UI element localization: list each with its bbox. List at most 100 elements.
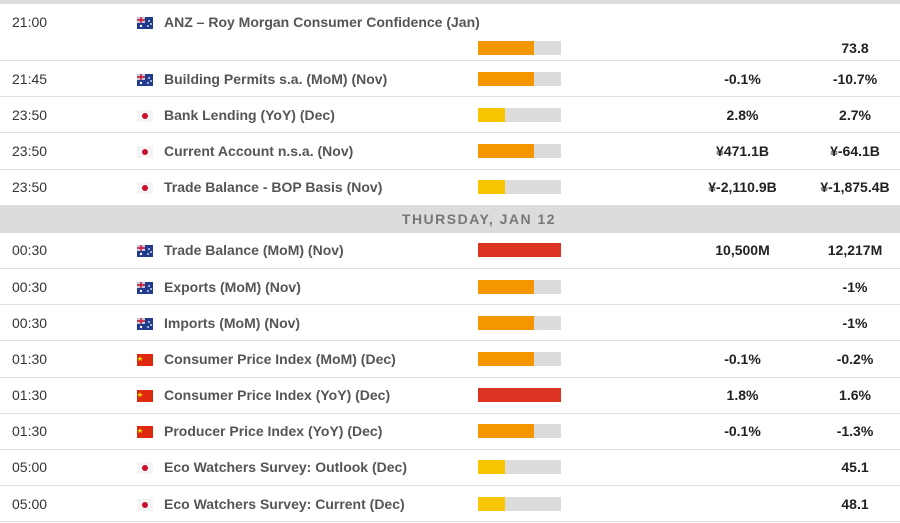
impact-bar-fill xyxy=(478,41,534,55)
event-row[interactable]: 23:50 Bank Lending (YoY) (Dec) 2.8% 2.7% xyxy=(0,97,900,134)
previous-value: -0.2% xyxy=(836,350,874,367)
impact-bar-fill xyxy=(478,388,561,403)
australia-flag-icon xyxy=(137,244,153,258)
day-header-label: THURSDAY, JAN 12 xyxy=(401,210,557,227)
australia-flag-icon xyxy=(137,317,153,330)
event-time: 01:30 xyxy=(12,387,48,404)
event-time: 23:50 xyxy=(12,142,48,159)
previous-value: 1.6% xyxy=(839,387,871,404)
previous-value: 45.1 xyxy=(841,459,869,476)
event-name[interactable]: Current Account n.s.a. (Nov) xyxy=(164,142,354,159)
japan-flag-icon xyxy=(137,181,153,195)
event-row[interactable]: 05:00 Eco Watchers Survey: Outlook (Dec) 4… xyxy=(0,450,900,487)
actual-value: 10,500M xyxy=(715,242,770,259)
event-row[interactable]: 00:30 Imports (MoM) (Nov) -1% xyxy=(0,305,900,342)
impact-bar-fill xyxy=(478,424,534,439)
previous-value: 48.1 xyxy=(841,495,869,512)
impact-bar xyxy=(478,460,561,475)
event-name[interactable]: Trade Balance (MoM) (Nov) xyxy=(164,242,344,259)
impact-bar-fill xyxy=(478,71,534,86)
impact-bar xyxy=(478,315,561,330)
japan-flag-icon xyxy=(137,498,153,511)
event-name[interactable]: Exports (MoM) (Nov) xyxy=(164,278,301,295)
impact-bar xyxy=(478,143,561,158)
previous-value: 12,217M xyxy=(827,242,883,259)
event-row[interactable]: 01:30 Consumer Price Index (YoY) (Dec) 1.8… xyxy=(0,378,900,414)
impact-bar xyxy=(478,71,561,86)
japan-flag-icon xyxy=(137,461,153,475)
event-row[interactable]: 23:50 Trade Balance - BOP Basis (Nov) ¥-2,… xyxy=(0,170,900,206)
event-name[interactable]: Consumer Price Index (YoY) (Dec) xyxy=(164,387,391,404)
event-name[interactable]: Producer Price Index (YoY) (Dec) xyxy=(164,423,383,440)
event-row[interactable]: 21:45 Building Permits s.a. (MoM) (Nov) -0… xyxy=(0,61,900,98)
impact-bar xyxy=(478,388,561,403)
previous-value: ¥-1,875.4B xyxy=(820,179,890,196)
previous-value: -1.3% xyxy=(836,423,874,440)
event-row[interactable]: 01:30 Producer Price Index (YoY) (Dec) -0.… xyxy=(0,414,900,450)
china-flag-icon xyxy=(137,353,153,366)
event-row[interactable]: 05:00 Eco Watchers Survey: Current (Dec) 4… xyxy=(0,486,900,523)
impact-bar xyxy=(478,243,561,258)
australia-flag-icon xyxy=(137,16,153,29)
china-flag-icon xyxy=(137,389,153,403)
actual-value: 1.8% xyxy=(726,387,759,404)
event-time: 05:00 xyxy=(12,495,48,512)
event-name[interactable]: Consumer Price Index (MoM) (Dec) xyxy=(164,350,396,367)
actual-value: ¥-2,110.9B xyxy=(708,179,777,196)
previous-value: -1% xyxy=(842,278,868,295)
impact-bar-fill xyxy=(478,107,506,122)
event-name[interactable]: Building Permits s.a. (MoM) (Nov) xyxy=(164,70,388,87)
event-name[interactable]: Imports (MoM) (Nov) xyxy=(164,314,301,331)
japan-flag-icon xyxy=(137,109,153,122)
event-name[interactable]: Eco Watchers Survey: Outlook (Dec) xyxy=(164,459,407,476)
previous-value: 73.8 xyxy=(841,40,869,56)
actual-value: -0.1% xyxy=(724,70,761,87)
japan-flag-icon xyxy=(137,145,153,158)
impact-bar-fill xyxy=(478,496,506,511)
event-time: 00:30 xyxy=(12,278,48,295)
impact-bar-fill xyxy=(478,460,506,475)
impact-bar xyxy=(478,424,561,439)
previous-value: -10.7% xyxy=(832,70,878,87)
impact-bar xyxy=(478,351,561,366)
event-time: 00:30 xyxy=(12,314,48,331)
event-time: 05:00 xyxy=(12,459,48,476)
event-time: 00:30 xyxy=(12,242,48,259)
event-time: 21:00 xyxy=(12,14,48,30)
event-name[interactable]: Bank Lending (YoY) (Dec) xyxy=(164,106,335,123)
event-name[interactable]: ANZ – Roy Morgan Consumer Confidence (Ja… xyxy=(164,14,480,30)
impact-bar-fill xyxy=(478,315,534,330)
events-list-wednesday: 21:00 ANZ – Roy Morgan Consumer Confidenc… xyxy=(0,4,900,206)
event-time: 01:30 xyxy=(12,350,48,367)
event-row[interactable]: 00:30 Trade Balance (MoM) (Nov) 10,500M 12,… xyxy=(0,233,900,269)
event-time: 23:50 xyxy=(12,106,48,123)
event-row[interactable]: 21:00 ANZ – Roy Morgan Consumer Confidenc… xyxy=(0,4,900,61)
impact-bar-fill xyxy=(478,180,506,195)
impact-bar xyxy=(478,180,561,195)
event-time: 01:30 xyxy=(12,423,48,440)
china-flag-icon xyxy=(137,425,153,439)
impact-bar xyxy=(478,107,561,122)
impact-bar-fill xyxy=(478,143,534,158)
day-header: THURSDAY, JAN 12 xyxy=(0,205,900,233)
australia-flag-icon xyxy=(137,73,153,86)
impact-bar-fill xyxy=(478,243,561,258)
event-row[interactable]: 00:30 Exports (MoM) (Nov) -1% xyxy=(0,269,900,306)
actual-value: -0.1% xyxy=(724,423,761,440)
actual-value: ¥471.1B xyxy=(716,142,769,159)
event-row[interactable]: 01:30 Consumer Price Index (MoM) (Dec) -0.… xyxy=(0,341,900,378)
event-name[interactable]: Trade Balance - BOP Basis (Nov) xyxy=(164,179,383,196)
impact-bar-fill xyxy=(478,351,534,366)
impact-bar xyxy=(478,496,561,511)
impact-bar xyxy=(478,41,561,55)
event-time: 21:45 xyxy=(12,70,48,87)
previous-value: -1% xyxy=(842,314,868,331)
top-divider xyxy=(0,0,900,4)
impact-bar xyxy=(478,279,561,294)
events-list-thursday: 00:30 Trade Balance (MoM) (Nov) 10,500M 12,… xyxy=(0,233,900,523)
event-row[interactable]: 23:50 Current Account n.s.a. (Nov) ¥471.1B… xyxy=(0,133,900,170)
previous-value: 2.7% xyxy=(839,106,871,123)
previous-value: ¥-64.1B xyxy=(830,142,880,159)
actual-value: -0.1% xyxy=(724,350,761,367)
event-name[interactable]: Eco Watchers Survey: Current (Dec) xyxy=(164,495,405,512)
